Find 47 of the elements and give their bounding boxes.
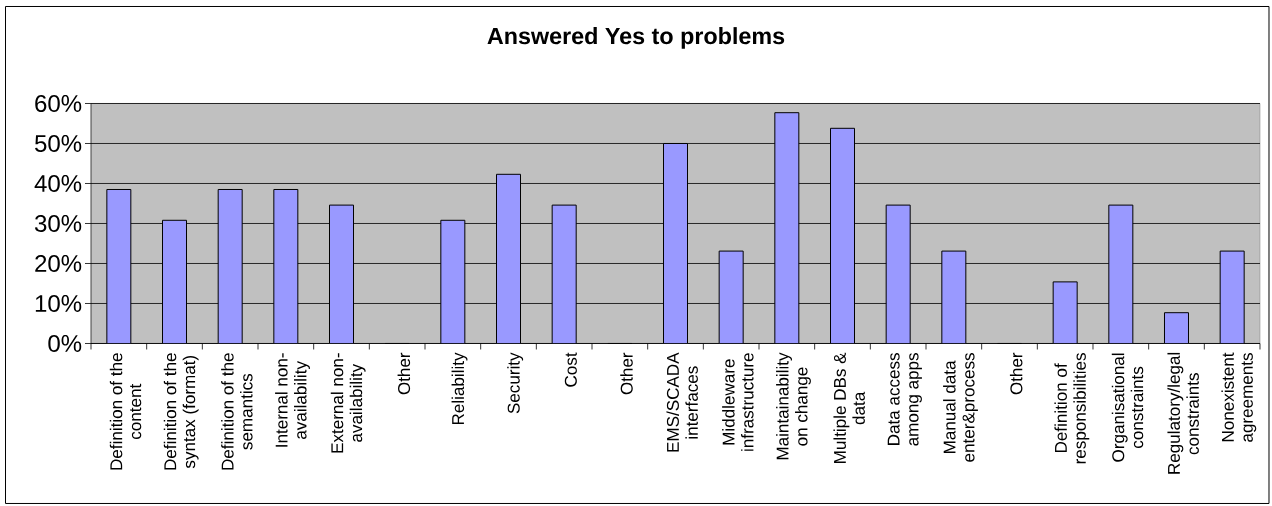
x-tick-label: Multiple DBs & data (833, 352, 865, 463)
x-tick-label: Definition of the content (109, 353, 142, 470)
y-tick-label: 20% (35, 254, 82, 272)
x-tick-label: Internal non-availability (275, 353, 310, 447)
x-tick-label: Maintainability on change (776, 352, 811, 460)
chart-title: Answered Yes to problems (487, 27, 785, 49)
bar (440, 219, 466, 344)
bar (1164, 312, 1189, 344)
y-tick-label: 40% (34, 174, 82, 192)
x-tick-label: EMS/SCADA interfaces (666, 352, 698, 452)
bar (273, 188, 299, 344)
y-tick-label: 10% (35, 294, 82, 312)
bar (329, 204, 355, 344)
x-tick-label: Manual data enter&process (943, 353, 978, 462)
bar (941, 250, 967, 344)
bar (1052, 281, 1078, 344)
bar (106, 188, 132, 344)
x-tick-label: Definition of responsibilities (1054, 353, 1090, 464)
x-tick-label: Other (620, 352, 633, 395)
bar (496, 173, 522, 344)
bar (885, 204, 911, 344)
x-tick-label: Other (397, 352, 411, 395)
x-tick-label: Nonexistent agreements (1221, 352, 1257, 442)
bar (1108, 204, 1134, 344)
bar (663, 143, 688, 344)
x-tick-label: Regulatory/legal constraints (1167, 352, 1199, 474)
x-tick-label: Reliability (451, 352, 468, 425)
x-tick-label: Data access among apps (887, 353, 922, 446)
x-tick-label: Middleware infrastructure (722, 353, 754, 451)
bar (830, 127, 855, 344)
y-tick-label: 60% (35, 94, 82, 112)
x-tick-label: Definition of the semantics (221, 353, 253, 470)
bar (217, 188, 243, 344)
bar (1219, 250, 1245, 344)
bar (551, 204, 577, 344)
bar (718, 250, 744, 344)
x-tick-label: Other (1009, 352, 1023, 395)
y-tick-label: 0% (48, 334, 82, 352)
bar (774, 112, 800, 344)
x-tick-label: Cost (564, 352, 577, 387)
x-tick-label: Definition of the syntax (format) (163, 353, 199, 470)
x-tick-label: External non-availability (330, 353, 366, 453)
y-tick-label: 50% (35, 134, 82, 152)
x-tick-label: Security (507, 352, 524, 414)
x-tick-label: Organisational constraints (1111, 353, 1144, 462)
bar (162, 219, 188, 344)
y-tick-label: 30% (34, 214, 82, 232)
